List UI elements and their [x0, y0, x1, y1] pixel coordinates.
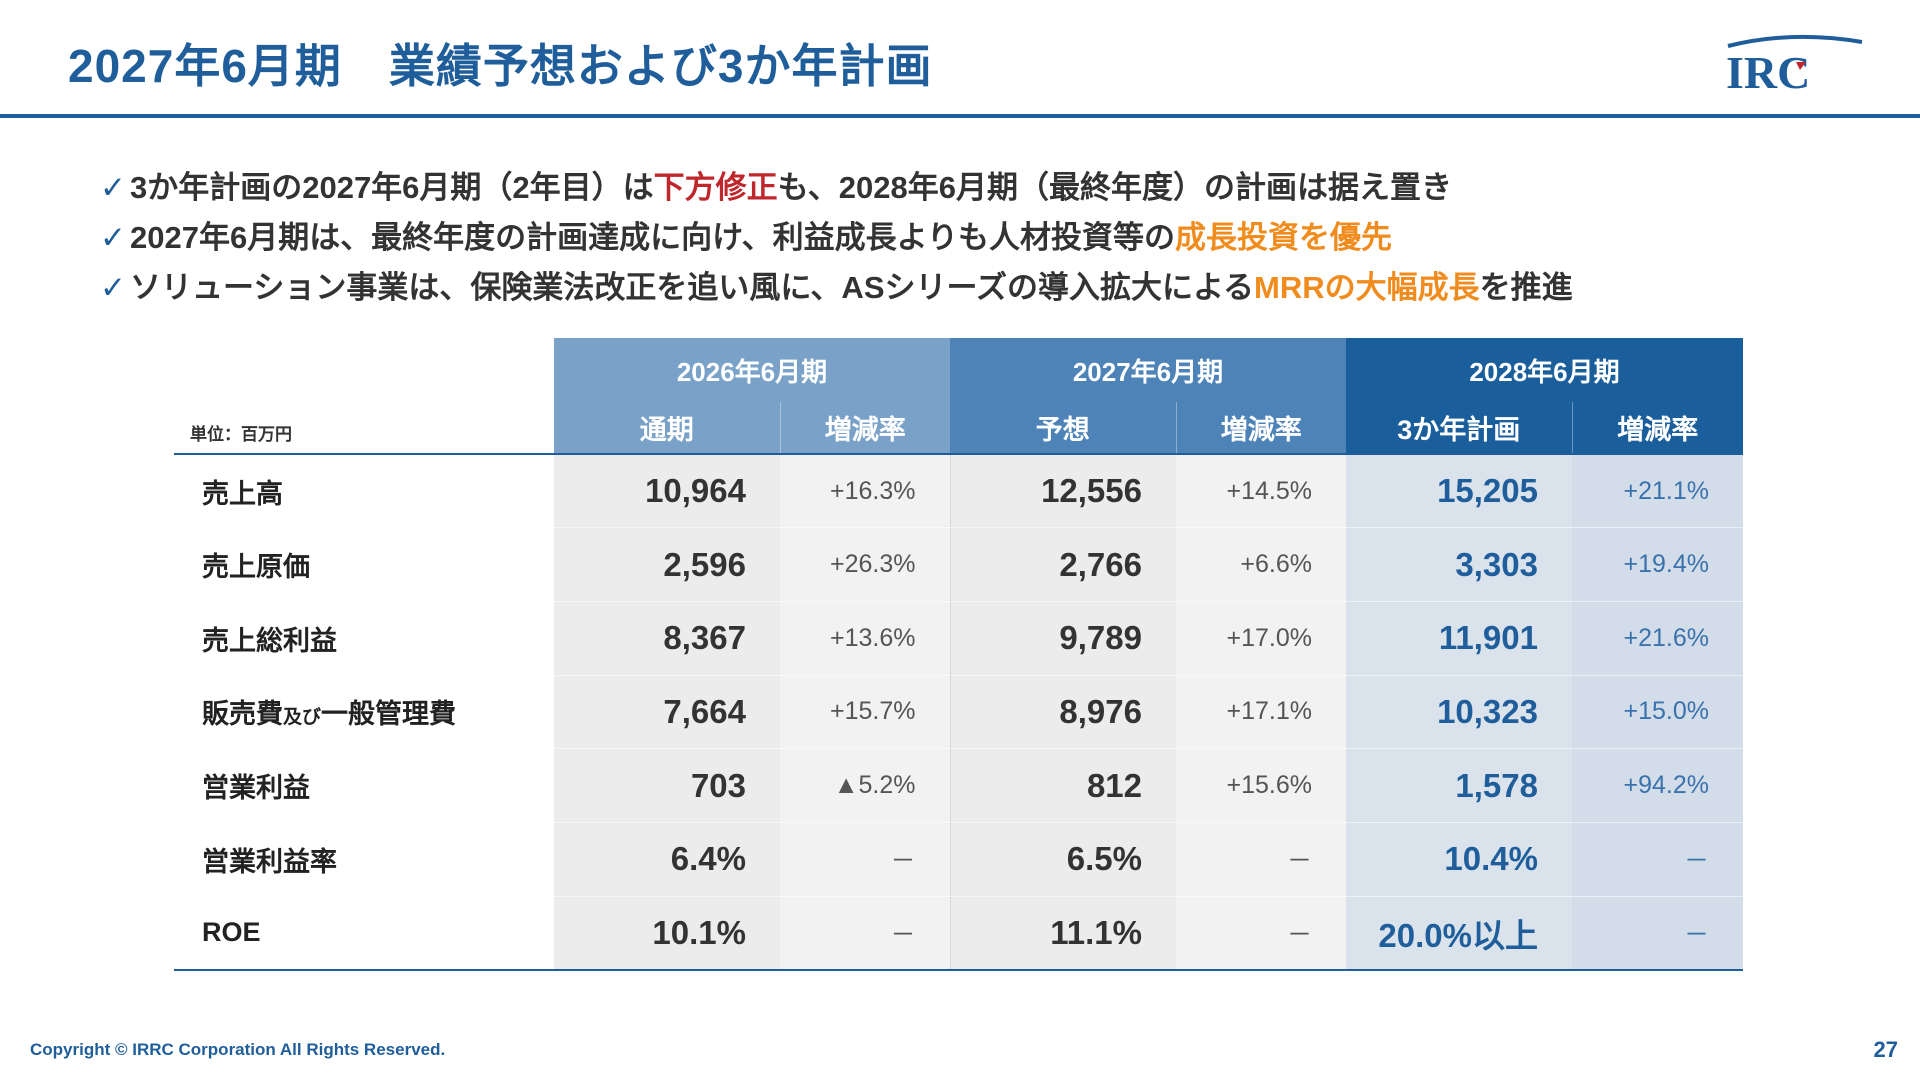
change-rate-cell: ▲5.2% [780, 748, 950, 823]
bullet-item: ✓ 2027年6月期は、最終年度の計画達成に向け、利益成長よりも人材投資等の成長投… [100, 213, 1573, 263]
bullet-text: 2027年6月期は、最終年度の計画達成に向け、利益成長よりも人材投資等の [129, 220, 1176, 255]
change-rate-cell: － [1572, 821, 1743, 897]
value-cell: 10,323 [1346, 674, 1572, 749]
company-logo: IRC [1726, 34, 1863, 96]
table-row: 売上高 10,964 +16.3% 12,556 +14.5% 15,205 +21.1% [174, 454, 1743, 528]
year-header-2027: 2027年6月期 [950, 338, 1346, 402]
copyright-notice: Copyright © IRRC Corporation All Rights … [30, 1040, 446, 1059]
row-label: 営業利益 [174, 748, 554, 823]
change-rate-cell: － [1176, 821, 1346, 897]
checkmark-icon: ✓ [100, 270, 126, 305]
value-cell: 812 [949, 748, 1176, 823]
row-label: 売上原価 [174, 527, 554, 602]
value-cell: 10.1% [554, 895, 780, 971]
subheader-forecast: 予想 [950, 402, 1176, 455]
row-label-text: 売上総利益 [202, 625, 337, 656]
value-cell: 6.4% [554, 821, 780, 897]
table-row: 営業利益 703 ▲5.2% 812 +15.6% 1,578 +94.2% [174, 748, 1743, 823]
row-label-text: 売上原価 [202, 552, 310, 583]
page-number: 27 [1873, 1037, 1898, 1062]
row-label: 売上高 [174, 454, 554, 528]
row-label-text: 営業利益 [202, 773, 310, 804]
row-label: ROE [174, 895, 554, 971]
row-label-text: 営業利益率 [202, 846, 337, 877]
year-header-2028: 2028年6月期 [1346, 338, 1743, 402]
table-row: 売上原価 2,596 +26.3% 2,766 +6.6% 3,303 +19.4% [174, 527, 1743, 602]
value-cell: 20.0%以上 [1346, 895, 1572, 971]
bullet-text: も、2028年6月期（最終年度）の計画は据え置き [777, 170, 1452, 205]
change-rate-cell: +17.0% [1176, 600, 1346, 676]
value-cell: 8,976 [949, 674, 1176, 749]
value-cell: 3,303 [1346, 527, 1572, 602]
subheader-change-2026: 増減率 [779, 402, 950, 455]
row-label: 販売費及び一般管理費 [174, 674, 554, 749]
change-rate-cell: +21.1% [1572, 454, 1743, 528]
bullet-item: ✓ 3か年計画の2027年6月期（2年目）は下方修正も、2028年6月期（最終年度… [100, 163, 1573, 213]
table-row: ROE 10.1% － 11.1% － 20.0%以上－ [174, 895, 1743, 971]
change-rate-cell: － [780, 821, 950, 897]
change-rate-cell: +14.5% [1176, 454, 1346, 528]
year-header-2026: 2026年6月期 [554, 338, 950, 402]
row-label-text: 販売費 [202, 699, 283, 730]
subheader-actual: 通期 [554, 402, 780, 455]
change-rate-cell: +94.2% [1572, 748, 1743, 823]
bullet-list: ✓ 3か年計画の2027年6月期（2年目）は下方修正も、2028年6月期（最終年度… [100, 163, 1573, 313]
change-rate-cell: +13.6% [780, 600, 950, 676]
value-cell: 15,205 [1346, 454, 1572, 528]
value-cell: 10.4% [1346, 821, 1572, 897]
checkmark-icon: ✓ [100, 170, 126, 205]
table-row: 売上総利益 8,367 +13.6% 9,789 +17.0% 11,901 +21.6% [174, 600, 1743, 676]
change-rate-cell: +19.4% [1572, 527, 1743, 602]
value-cell: 12,556 [949, 454, 1176, 528]
value-cell: 10,964 [554, 454, 780, 528]
change-rate-cell: +15.7% [780, 674, 950, 749]
subheader-change-2028: 増減率 [1571, 402, 1743, 455]
change-rate-cell: － [1176, 895, 1346, 971]
table-row: 販売費及び一般管理費 7,664 +15.7% 8,976 +17.1% 10,323 +1… [174, 674, 1743, 749]
slide-title: 2027年6月期 業績予想および3か年計画 [68, 40, 933, 92]
row-label: 売上総利益 [174, 600, 554, 676]
logo-text: IRC [1726, 47, 1810, 96]
bullet-highlight: 成長投資を優先 [1175, 220, 1393, 255]
row-label-small: 及び [283, 707, 322, 729]
value-cell: 703 [554, 748, 780, 823]
change-rate-cell: +6.6% [1176, 527, 1346, 602]
bullet-text: 3か年計画の2027年6月期（2年目）は [129, 170, 654, 205]
change-rate-cell: +21.6% [1572, 600, 1743, 676]
change-rate-cell: +16.3% [780, 454, 950, 528]
change-rate-cell: － [780, 895, 950, 971]
value-cell: 1,578 [1346, 748, 1572, 823]
change-rate-cell: +26.3% [780, 527, 950, 602]
value-cell: 11,901 [1346, 600, 1572, 676]
bullet-highlight: 下方修正 [653, 170, 778, 205]
row-label-text: ROE [202, 917, 261, 948]
table-row: 営業利益率 6.4% － 6.5% － 10.4% － [174, 821, 1743, 897]
change-rate-cell: +17.1% [1176, 674, 1346, 749]
unit-label: 単位：百万円 [174, 338, 554, 455]
checkmark-icon: ✓ [100, 220, 126, 255]
bullet-text: ソリューション事業は、保険業法改正を追い風に、ASシリーズの導入拡大による [129, 270, 1255, 305]
row-label-tail: 一般管理費 [321, 699, 457, 730]
subheader-change-2027: 増減率 [1175, 402, 1346, 455]
financial-table: 単位：百万円 2026年6月期 2027年6月期 2028年6月期 通期 増減率… [174, 338, 1743, 971]
value-cell: 9,789 [949, 600, 1176, 676]
change-rate-cell: +15.0% [1572, 674, 1743, 749]
value-cell: 2,596 [554, 527, 780, 602]
value-cell: 7,664 [554, 674, 780, 749]
value-cell: 6.5% [949, 821, 1176, 897]
value-cell: 11.1% [949, 895, 1176, 971]
change-rate-cell: +15.6% [1176, 748, 1346, 823]
bullet-item: ✓ ソリューション事業は、保険業法改正を追い風に、ASシリーズの導入拡大によるMR… [100, 263, 1573, 313]
slide-header: 2027年6月期 業績予想および3か年計画 IRC [0, 0, 1920, 118]
change-rate-cell: － [1572, 895, 1743, 971]
bullet-text: を推進 [1479, 270, 1573, 305]
subheader-plan: 3か年計画 [1346, 402, 1572, 455]
bullet-highlight: MRRの大幅成長 [1254, 270, 1480, 305]
row-label-text: 売上高 [202, 478, 283, 509]
value-cell: 8,367 [554, 600, 780, 676]
row-label: 営業利益率 [174, 821, 554, 897]
value-cell: 2,766 [949, 527, 1176, 602]
